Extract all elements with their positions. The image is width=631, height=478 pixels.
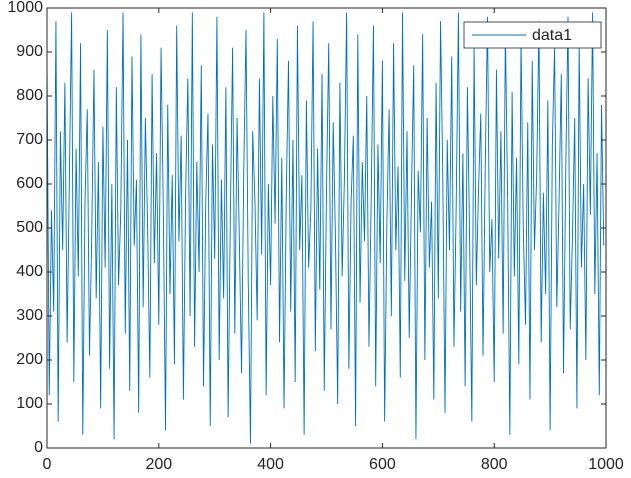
y-tick-label: 800 [16,87,43,104]
x-tick-label: 0 [43,456,52,473]
y-tick-label: 0 [34,439,43,456]
x-tick-label: 800 [481,456,508,473]
y-tick-label: 100 [16,395,43,412]
x-tick-label: 200 [145,456,172,473]
y-tick-label: 600 [16,175,43,192]
x-tick-label: 600 [369,456,396,473]
y-tick-label: 700 [16,131,43,148]
y-tick-label: 200 [16,351,43,368]
data-line [46,12,605,444]
x-tick-label: 400 [257,456,284,473]
y-tick-label: 500 [16,219,43,236]
legend-label: data1 [532,27,572,44]
y-tick-label: 900 [16,43,43,60]
y-tick-label: 1000 [7,0,43,16]
y-tick-label: 400 [16,263,43,280]
x-tick-label: 1000 [588,456,624,473]
y-tick-label: 300 [16,307,43,324]
